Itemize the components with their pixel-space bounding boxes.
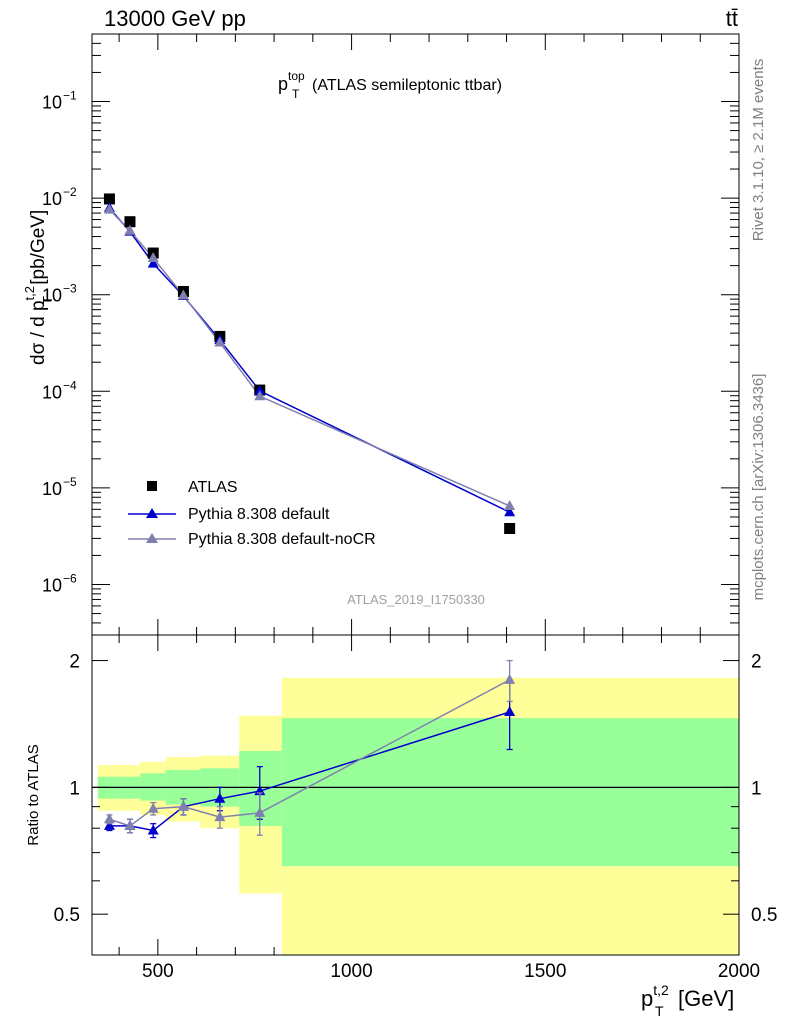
- ratio-point-0: [103, 819, 115, 830]
- mc-point-2: [124, 224, 136, 235]
- legend-label-atlas: ATLAS: [188, 479, 238, 496]
- y-tick-label: 10: [42, 382, 62, 402]
- mc-point-2: [147, 251, 159, 262]
- ratio-y-tick-label: 0.5: [54, 905, 80, 926]
- ratio-plot-frame: [91, 634, 740, 956]
- x-axis-label: pt,2 T [GeV]: [641, 982, 734, 1019]
- ylabel-sup: t,2: [22, 286, 37, 300]
- main-plot-title-rest: (ATLAS semileptonic ttbar): [312, 77, 502, 94]
- y-tick-label-exponent: −2: [63, 185, 77, 199]
- x-tick-label: 2000: [718, 961, 760, 982]
- y-tick-label: 10: [42, 479, 62, 499]
- analysis-watermark: ATLAS_2019_I1750330: [347, 592, 485, 607]
- ratio-point-1: [103, 813, 115, 824]
- ratio-y-tick-label-right: 0.5: [751, 905, 777, 926]
- ylabel-post: [pb/GeV]: [28, 210, 49, 290]
- mc-point-1: [147, 257, 159, 268]
- data-point-atlas: [124, 216, 136, 228]
- ratio-ticks: 0.5 0.5 1 1 2 2 500 1000 1500 2000: [54, 652, 778, 982]
- data-point-atlas: [504, 522, 516, 534]
- xlabel-sup: t,2: [653, 982, 669, 998]
- ratio-point-0: [214, 792, 226, 803]
- ratio-y-tick-label-right: 1: [751, 778, 762, 799]
- legend-marker-default: [146, 508, 158, 518]
- y-tick-label-exponent: −5: [63, 475, 77, 489]
- main-series: [103, 193, 516, 534]
- y-tick-label: 10: [42, 93, 62, 113]
- x-tick-label: 500: [142, 961, 174, 982]
- mc-point-2: [103, 203, 115, 214]
- main-plot-title-sub: T: [292, 87, 300, 101]
- x-tick-label: 1500: [524, 961, 566, 982]
- ratio-y-tick-label-right: 2: [751, 652, 762, 673]
- mc-point-2: [254, 390, 266, 401]
- ylabel-pre: dσ / d p: [28, 300, 49, 365]
- ratio-series: [103, 659, 516, 839]
- y-tick-label: 10: [42, 575, 62, 595]
- ratio-point-0: [504, 705, 516, 716]
- ratio-point-1: [254, 806, 266, 817]
- mc-point-1: [254, 384, 266, 395]
- band-inner: [281, 718, 739, 867]
- ratio-y-tick-label: 1: [69, 778, 80, 799]
- mc-point-2: [214, 336, 226, 347]
- ratio-bands: [97, 677, 739, 955]
- legend-label-default: Pythia 8.308 default: [188, 506, 330, 523]
- y-tick-label: 10: [42, 189, 62, 209]
- y-tick-label-exponent: −3: [63, 282, 77, 296]
- ratio-point-1: [214, 811, 226, 822]
- rivet-label: Rivet 3.1.10, ≥ 2.1M events: [750, 59, 767, 242]
- energy-label: 13000 GeV pp: [104, 6, 246, 31]
- legend-label-nocr: Pythia 8.308 default-noCR: [188, 531, 376, 548]
- y-tick-label-exponent: −6: [63, 571, 77, 585]
- main-y-ticks: 10−610−510−410−310−210−1: [42, 33, 739, 636]
- ratio-point-1: [124, 819, 136, 830]
- mcplots-label: mcplots.cern.ch [arXiv:1306.3436]: [750, 374, 767, 601]
- mc-point-1: [504, 506, 516, 517]
- series-line-1: [108, 207, 510, 513]
- ratio-point-1: [504, 673, 516, 684]
- ratio-y-tick-label: 2: [69, 652, 80, 673]
- y-tick-label-exponent: −1: [63, 89, 77, 103]
- series-line-2: [108, 209, 510, 507]
- ratio-point-1: [147, 802, 159, 813]
- title-sup: top: [288, 69, 305, 83]
- xlabel-post: [GeV]: [678, 986, 734, 1011]
- svg-text:pt,2: pt,2: [641, 982, 669, 1011]
- data-point-atlas: [103, 193, 115, 205]
- ylabel-sub: T: [40, 296, 55, 304]
- main-y-axis-label: dσ / d pt,2 T [pb/GeV]: [22, 210, 55, 365]
- process-label: tt̄: [726, 6, 738, 31]
- y-tick-label-exponent: −4: [63, 378, 77, 392]
- x-tick-label: 1000: [330, 961, 372, 982]
- mc-point-2: [177, 289, 189, 300]
- svg-text:dσ / d pt,2T [pb/GeV]: dσ / d pt,2 T [pb/GeV]: [22, 210, 55, 365]
- ratio-point-1: [177, 800, 189, 811]
- main-plot-title: ptop: [278, 69, 305, 94]
- legend-marker-atlas: [147, 481, 157, 491]
- title-base: p: [278, 74, 288, 94]
- ratio-y-axis-label: Ratio to ATLAS: [25, 744, 42, 845]
- legend-marker-nocr: [146, 533, 158, 543]
- legend: ATLAS Pythia 8.308 default Pythia 8.308 …: [128, 479, 376, 548]
- xlabel-sub: T: [655, 1003, 664, 1019]
- y-tick-label: 10: [42, 286, 62, 306]
- ratio-point-0: [147, 824, 159, 835]
- xlabel-base: p: [641, 986, 653, 1011]
- mc-point-2: [504, 499, 516, 510]
